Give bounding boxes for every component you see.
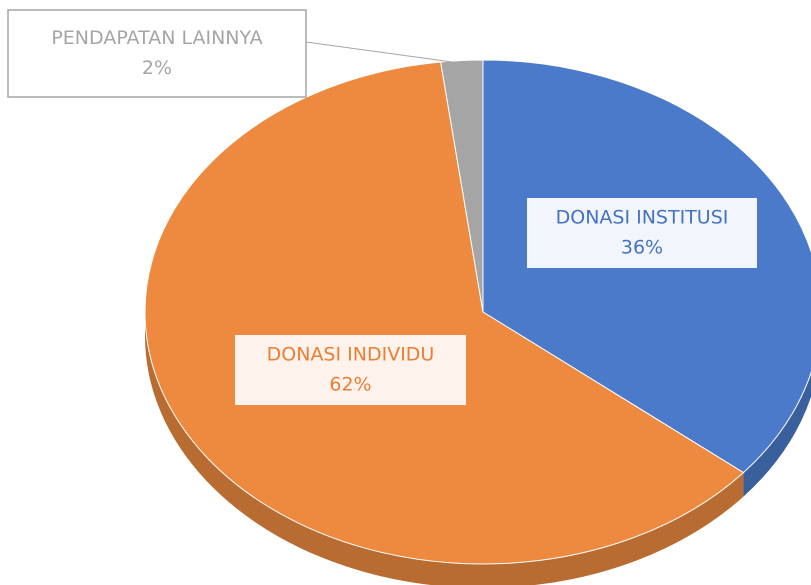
pie-slice [440, 59, 484, 313]
leader-line [305, 41, 453, 63]
category-label: PENDAPATAN LAINNYA [51, 27, 262, 49]
category-label: DONASI INDIVIDU [267, 344, 435, 366]
value-label: 2% [142, 57, 172, 79]
pie-slice [144, 61, 745, 565]
category-label: DONASI INSTITUSI [556, 207, 729, 229]
label-box [7, 9, 307, 98]
value-label: 62% [329, 374, 371, 396]
pie-side [743, 372, 811, 497]
value-label: 36% [621, 237, 663, 259]
label-box [527, 198, 757, 268]
label-box [235, 335, 466, 405]
